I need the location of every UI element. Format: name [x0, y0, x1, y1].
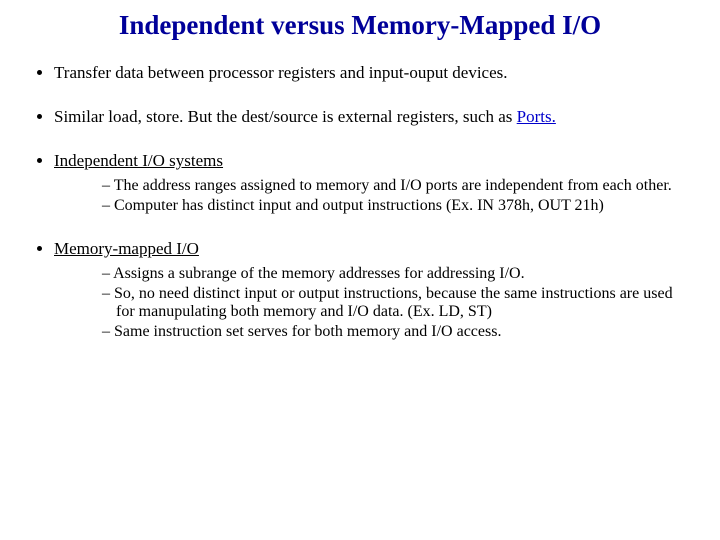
- slide-title: Independent versus Memory-Mapped I/O: [30, 10, 690, 41]
- bullet-item: Similar load, store. But the dest/source…: [54, 107, 690, 127]
- bullet-heading: Independent I/O systems: [54, 151, 223, 170]
- sub-list: The address ranges assigned to memory an…: [54, 177, 690, 215]
- sub-item: Assigns a subrange of the memory address…: [102, 265, 690, 283]
- sub-list: Assigns a subrange of the memory address…: [54, 265, 690, 341]
- sub-item: Computer has distinct input and output i…: [102, 197, 690, 215]
- sub-item: So, no need distinct input or output ins…: [102, 285, 690, 321]
- bullet-item: Memory-mapped I/O Assigns a subrange of …: [54, 239, 690, 341]
- sub-item: The address ranges assigned to memory an…: [102, 177, 690, 195]
- slide: Independent versus Memory-Mapped I/O Tra…: [0, 0, 720, 540]
- bullet-item: Transfer data between processor register…: [54, 63, 690, 83]
- bullet-list: Transfer data between processor register…: [30, 63, 690, 341]
- bullet-text: Transfer data between processor register…: [54, 63, 508, 82]
- bullet-text-prefix: Similar load, store. But the dest/source…: [54, 107, 517, 126]
- bullet-heading: Memory-mapped I/O: [54, 239, 199, 258]
- sub-item: Same instruction set serves for both mem…: [102, 323, 690, 341]
- bullet-text-emph: Ports.: [517, 107, 556, 126]
- bullet-item: Independent I/O systems The address rang…: [54, 151, 690, 215]
